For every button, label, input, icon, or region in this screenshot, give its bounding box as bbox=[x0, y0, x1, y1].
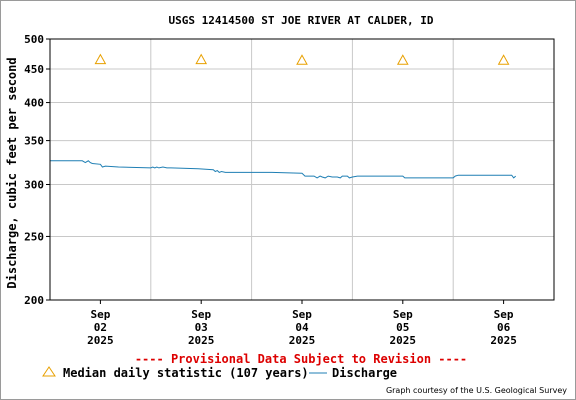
y-tick-label: 200 bbox=[24, 294, 44, 307]
y-axis-label: Discharge, cubic feet per second bbox=[5, 57, 19, 288]
legend-median-marker-icon bbox=[42, 366, 56, 377]
x-tick-label: Sep 05 2025 bbox=[390, 308, 417, 347]
data-series bbox=[50, 53, 517, 179]
legend: Median daily statistic (107 years) Disch… bbox=[42, 366, 397, 380]
legend-discharge-label: Discharge bbox=[332, 366, 397, 380]
provisional-warning: ---- Provisional Data Subject to Revisio… bbox=[135, 352, 467, 366]
plot-area-border bbox=[49, 38, 555, 301]
median-marker bbox=[195, 53, 208, 65]
median-marker bbox=[497, 54, 510, 65]
x-tick-label: Sep 06 2025 bbox=[490, 308, 517, 347]
x-axis-ticks: Sep 02 2025 Sep 03 2025 Sep 04 2025 Sep 05 2025 Sep 0… bbox=[87, 300, 517, 347]
y-tick-label: 450 bbox=[24, 63, 44, 76]
credit-text: Graph courtesy of the U.S. Geological Su… bbox=[386, 386, 567, 395]
y-tick-label: 300 bbox=[24, 179, 44, 192]
x-tick-label: Sep 02 2025 bbox=[87, 308, 114, 347]
median-marker bbox=[396, 54, 409, 65]
x-tick-label: Sep 04 2025 bbox=[289, 308, 316, 347]
legend-median-label: Median daily statistic (107 years) bbox=[63, 366, 309, 380]
y-axis-ticks: 200 250 300 350 400 450 500 bbox=[24, 33, 50, 307]
discharge-line bbox=[50, 160, 517, 179]
x-tick-label: Sep 03 2025 bbox=[188, 308, 215, 347]
median-marker bbox=[296, 54, 308, 65]
y-tick-label: 400 bbox=[24, 97, 44, 110]
grid-lines bbox=[50, 38, 554, 301]
y-tick-label: 500 bbox=[24, 33, 44, 46]
y-tick-label: 350 bbox=[24, 135, 44, 148]
median-marker bbox=[94, 53, 107, 65]
y-tick-label: 250 bbox=[24, 230, 44, 243]
chart-title: USGS 12414500 ST JOE RIVER AT CALDER, ID bbox=[169, 14, 434, 27]
